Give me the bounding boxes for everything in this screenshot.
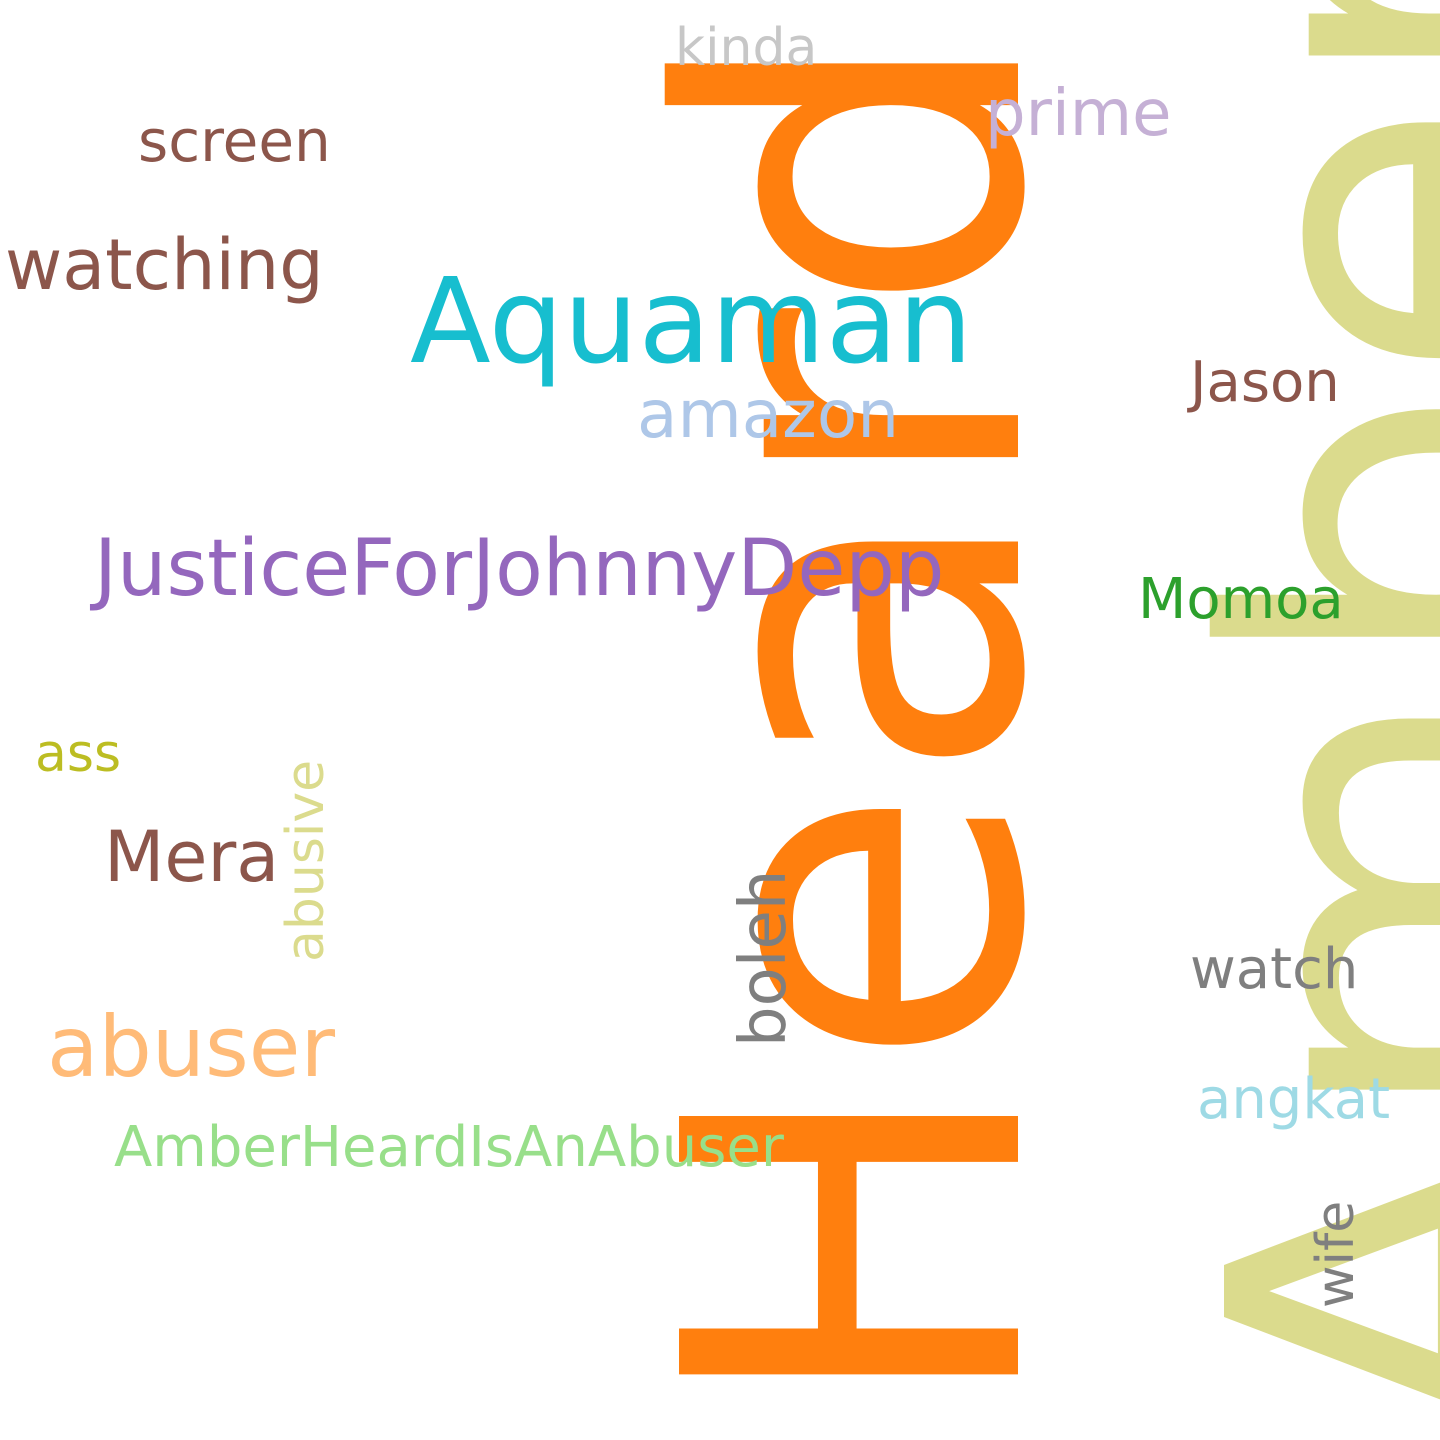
word-heard: Heard <box>586 21 1128 1420</box>
word-wife: wife <box>1306 1200 1366 1308</box>
word-kinda: kinda <box>675 18 818 78</box>
word-screen: screen <box>138 107 331 175</box>
word-abusive: abusive <box>276 759 336 962</box>
word-justicefor-johnny-depp: JusticeForJohnnyDepp <box>94 524 945 614</box>
word-momoa: Momoa <box>1138 567 1344 632</box>
word-jason: Jason <box>1190 350 1340 415</box>
word-ass: ass <box>35 724 122 784</box>
word-mera: Mera <box>104 816 280 898</box>
word-abuser: abuser <box>47 998 336 1096</box>
word-watch: watch <box>1190 937 1359 1002</box>
word-boleh: boleh <box>727 869 801 1048</box>
word-amber: Amber <box>1131 0 1440 1440</box>
word-aquaman: Aquaman <box>410 252 973 390</box>
word-prime: prime <box>985 77 1172 151</box>
word-amber-heard-is-an-abuser: AmberHeardIsAnAbuser <box>114 1115 784 1180</box>
word-angkat: angkat <box>1197 1067 1391 1132</box>
word-amazon: amazon <box>637 376 900 453</box>
word-watching: watching <box>5 224 324 306</box>
